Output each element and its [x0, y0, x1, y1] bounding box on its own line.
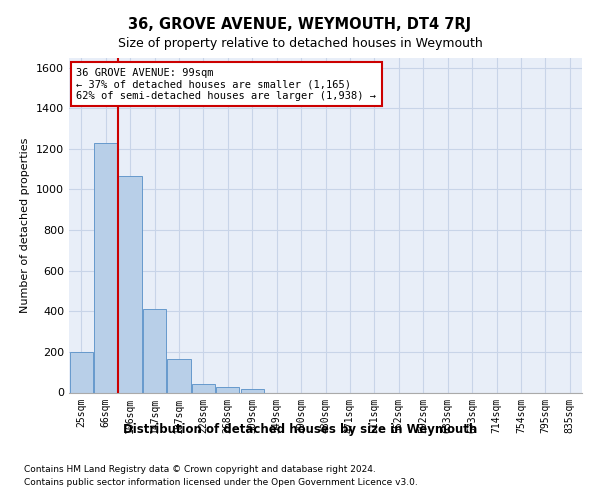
Text: Contains public sector information licensed under the Open Government Licence v3: Contains public sector information licen…: [24, 478, 418, 487]
Bar: [94, 143, 117, 392]
Bar: [192, 384, 215, 392]
Text: 36, GROVE AVENUE, WEYMOUTH, DT4 7RJ: 36, GROVE AVENUE, WEYMOUTH, DT4 7RJ: [128, 18, 472, 32]
Text: Size of property relative to detached houses in Weymouth: Size of property relative to detached ho…: [118, 38, 482, 51]
Bar: [167, 359, 191, 392]
Bar: [70, 352, 93, 393]
Text: Contains HM Land Registry data © Crown copyright and database right 2024.: Contains HM Land Registry data © Crown c…: [24, 466, 376, 474]
Y-axis label: Number of detached properties: Number of detached properties: [20, 138, 31, 312]
Bar: [216, 388, 239, 392]
Bar: [118, 176, 142, 392]
Text: Distribution of detached houses by size in Weymouth: Distribution of detached houses by size …: [123, 422, 477, 436]
Text: 36 GROVE AVENUE: 99sqm
← 37% of detached houses are smaller (1,165)
62% of semi-: 36 GROVE AVENUE: 99sqm ← 37% of detached…: [76, 68, 376, 101]
Bar: [241, 389, 264, 392]
Bar: [143, 310, 166, 392]
